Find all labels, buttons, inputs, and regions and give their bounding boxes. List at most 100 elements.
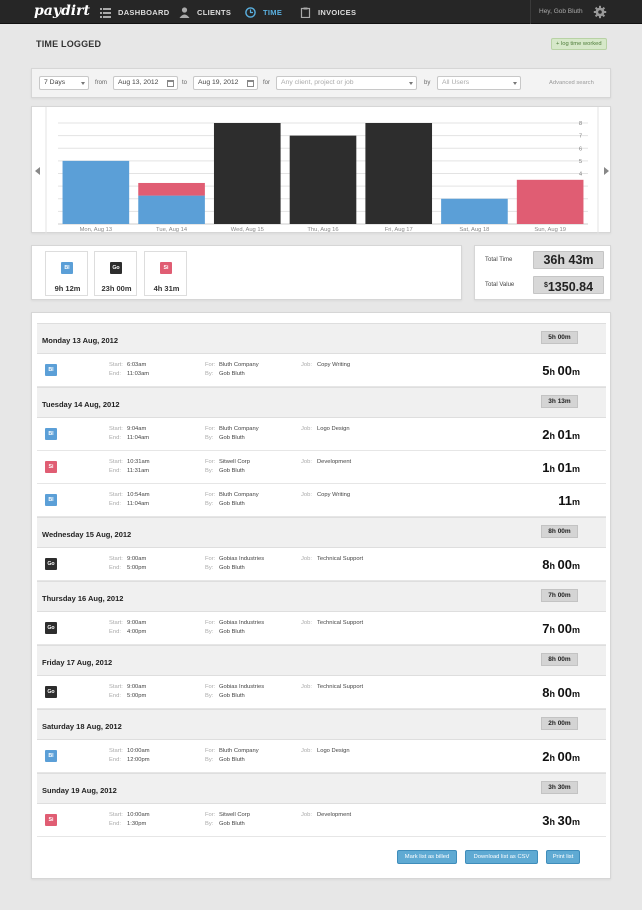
bar-go[interactable]: [289, 135, 357, 224]
entry-duration: 3h 30m: [542, 813, 580, 828]
by-label: By:: [205, 468, 214, 474]
time-entry-row[interactable]: Bl Start: 10:54am End: 11:04am For: Bluth Comp…: [37, 484, 606, 517]
user-greeting: Hey, Gob Bluth: [539, 8, 583, 15]
bar-si[interactable]: [516, 179, 584, 224]
entry-duration: 1h 01m: [542, 460, 580, 475]
nav-time[interactable]: TIME: [245, 0, 282, 24]
total-value-value: $1350.84: [533, 276, 604, 294]
client-project-job-select[interactable]: Any client, project or job: [276, 76, 417, 90]
y-tick-label: 8: [579, 121, 582, 127]
day-name: Friday 17 Aug, 2012: [42, 658, 113, 667]
duration-hours: 5: [542, 363, 550, 378]
duration-minutes: 11: [558, 493, 572, 508]
logged-by: Gob Bluth: [219, 435, 245, 441]
time-entry-row[interactable]: Go Start: 9:00am End: 4:00pm For: Gobias Indus…: [37, 612, 606, 645]
total-time-label: Total Time: [485, 257, 513, 263]
x-tick-label: Tue, Aug 14: [156, 227, 188, 233]
chart-next-arrow-icon[interactable]: [604, 167, 609, 175]
advanced-search-link[interactable]: Advanced search: [549, 80, 594, 86]
client-name[interactable]: Bluth Company: [219, 748, 259, 754]
end-label: End:: [109, 629, 121, 635]
for-label: For:: [205, 426, 216, 432]
total-value-label: Total Value: [485, 282, 515, 288]
duration-hours: 1: [542, 460, 550, 475]
end-label: End:: [109, 757, 121, 763]
gear-icon[interactable]: [593, 5, 607, 19]
job-name[interactable]: Technical Support: [317, 556, 364, 562]
duration-hours: 2: [542, 427, 550, 442]
job-name[interactable]: Technical Support: [317, 684, 364, 690]
log-time-button[interactable]: + log time worked: [551, 38, 607, 50]
nav-invoices[interactable]: INVOICES: [300, 0, 356, 24]
bar-si[interactable]: [138, 182, 205, 196]
time-entry-row[interactable]: Bl Start: 9:04am End: 11:04am For: Bluth Compa…: [37, 418, 606, 451]
clock-icon: [245, 6, 256, 18]
client-name[interactable]: Gobias Industries: [219, 556, 265, 562]
bar-bl[interactable]: [62, 160, 130, 224]
calendar-icon[interactable]: [247, 80, 254, 87]
logged-by: Gob Bluth: [219, 629, 245, 635]
x-tick-label: Sat, Aug 18: [459, 227, 489, 233]
client-name[interactable]: Gobias Industries: [219, 620, 265, 626]
logged-by: Gob Bluth: [219, 821, 245, 827]
user-menu[interactable]: Hey, Gob Bluth: [530, 0, 642, 24]
minutes-unit: m: [571, 753, 580, 763]
client-name[interactable]: Bluth Company: [219, 362, 259, 368]
chart-prev-arrow-icon[interactable]: [35, 167, 40, 175]
client-name[interactable]: Sitwell Corp: [219, 812, 250, 818]
user-total-si[interactable]: Si 4h 31m: [144, 251, 187, 296]
logged-by: Gob Bluth: [219, 757, 245, 763]
for-label: For:: [205, 684, 216, 690]
job-name[interactable]: Development: [317, 812, 352, 818]
to-date-field[interactable]: Aug 19, 2012: [193, 76, 258, 90]
mark-billed-button[interactable]: Mark list as billed: [397, 850, 457, 864]
start-time: 10:54am: [127, 492, 150, 498]
duration-hours: 8: [542, 557, 550, 572]
by-label: By:: [205, 629, 214, 635]
nav-dashboard[interactable]: DASHBOARD: [100, 0, 169, 24]
client-name[interactable]: Gobias Industries: [219, 684, 265, 690]
download-csv-button[interactable]: Download list as CSV: [465, 850, 538, 864]
time-entry-row[interactable]: Bl Start: 10:00am End: 12:00pm For: Bluth Comp…: [37, 740, 606, 773]
time-entry-row[interactable]: Bl Start: 6:03am End: 11:03am For: Bluth Compa…: [37, 354, 606, 387]
client-name[interactable]: Bluth Company: [219, 492, 259, 498]
day-total-badge: 7h 00m: [541, 589, 578, 602]
start-label: Start:: [109, 684, 123, 690]
job-label: Job:: [301, 620, 312, 626]
period-select[interactable]: 7 Days: [39, 76, 89, 90]
from-date-field[interactable]: Aug 13, 2012: [113, 76, 178, 90]
from-label: from: [95, 80, 107, 86]
job-name[interactable]: Logo Design: [317, 426, 350, 432]
calendar-icon[interactable]: [167, 80, 174, 87]
time-entry-row[interactable]: Si Start: 10:31am End: 11:31am For: Sitwell Co…: [37, 451, 606, 484]
bar-go[interactable]: [213, 123, 281, 224]
bar-go[interactable]: [365, 123, 433, 224]
time-entry-row[interactable]: Go Start: 9:00am End: 5:00pm For: Gobias Indus…: [37, 548, 606, 581]
start-label: Start:: [109, 492, 123, 498]
job-name[interactable]: Copy Writing: [317, 362, 351, 368]
time-entry-row[interactable]: Go Start: 9:00am End: 5:00pm For: Gobias Indus…: [37, 676, 606, 709]
user-total-go[interactable]: Go 23h 00m: [94, 251, 137, 296]
day-total-badge: 3h 30m: [541, 781, 578, 794]
hours-unit: h: [549, 431, 558, 441]
job-name[interactable]: Technical Support: [317, 620, 364, 626]
users-select[interactable]: All Users: [437, 76, 521, 90]
job-name[interactable]: Logo Design: [317, 748, 350, 754]
end-label: End:: [109, 821, 121, 827]
end-time: 4:00pm: [127, 629, 147, 635]
job-name[interactable]: Development: [317, 459, 352, 465]
end-label: End:: [109, 371, 121, 377]
bar-bl[interactable]: [138, 195, 205, 224]
user-total-bl[interactable]: Bl 9h 12m: [45, 251, 88, 296]
logo[interactable]: paydirt: [34, 3, 90, 19]
client-name[interactable]: Bluth Company: [219, 426, 259, 432]
user-badge-go: Go: [110, 262, 122, 274]
time-entry-row[interactable]: Si Start: 10:00am End: 1:30pm For: Sitwell Cor…: [37, 804, 606, 837]
start-label: Start:: [109, 556, 123, 562]
client-name[interactable]: Sitwell Corp: [219, 459, 250, 465]
nav-clients[interactable]: CLIENTS: [179, 0, 231, 24]
job-name[interactable]: Copy Writing: [317, 492, 351, 498]
bar-bl[interactable]: [441, 198, 508, 224]
print-list-button[interactable]: Print list: [546, 850, 580, 864]
